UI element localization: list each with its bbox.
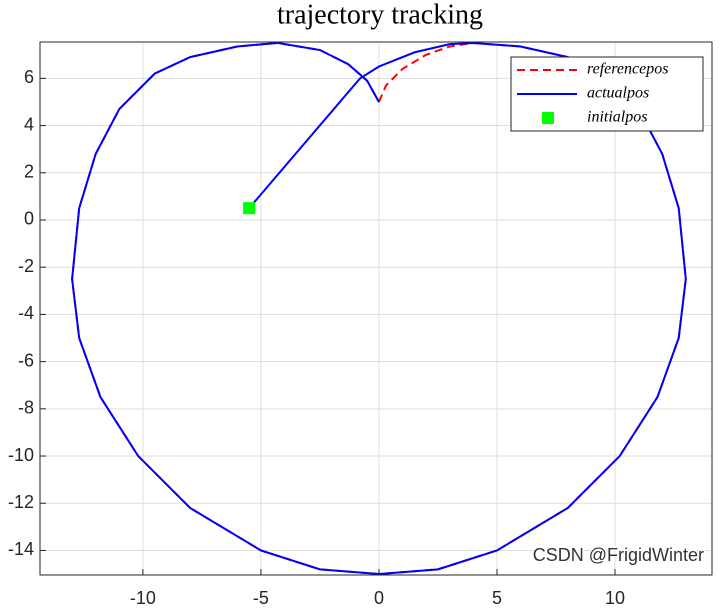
plot-frame <box>39 41 713 576</box>
y-tick-label: 6 <box>24 67 34 87</box>
y-tick-label: -4 <box>18 303 34 323</box>
legend-swatch <box>542 112 554 124</box>
chart-title: trajectory tracking <box>277 0 483 30</box>
y-tick-label: 2 <box>24 162 34 182</box>
y-tick-label: 0 <box>24 209 34 229</box>
legend-label: referencepos <box>587 61 668 78</box>
y-tick-label: 4 <box>24 114 34 134</box>
y-tick-label: -2 <box>18 256 34 276</box>
y-tick-label: -14 <box>8 539 34 559</box>
x-tick-label: -5 <box>253 588 269 608</box>
y-tick-label: -10 <box>8 445 34 465</box>
legend-label: initialpos <box>587 109 647 126</box>
x-tick-label: -10 <box>130 588 156 608</box>
x-tick-label: 0 <box>374 588 384 608</box>
marker-point <box>243 202 256 215</box>
series-line <box>71 41 687 576</box>
y-tick-label: -8 <box>18 398 34 418</box>
x-tick-label: 5 <box>492 588 502 608</box>
watermark: CSDN @FrigidWinter <box>533 545 704 565</box>
legend-label: actualpos <box>587 85 649 102</box>
y-tick-label: -12 <box>8 492 34 512</box>
y-tick-label: -6 <box>18 350 34 370</box>
x-tick-label: 10 <box>605 588 625 608</box>
